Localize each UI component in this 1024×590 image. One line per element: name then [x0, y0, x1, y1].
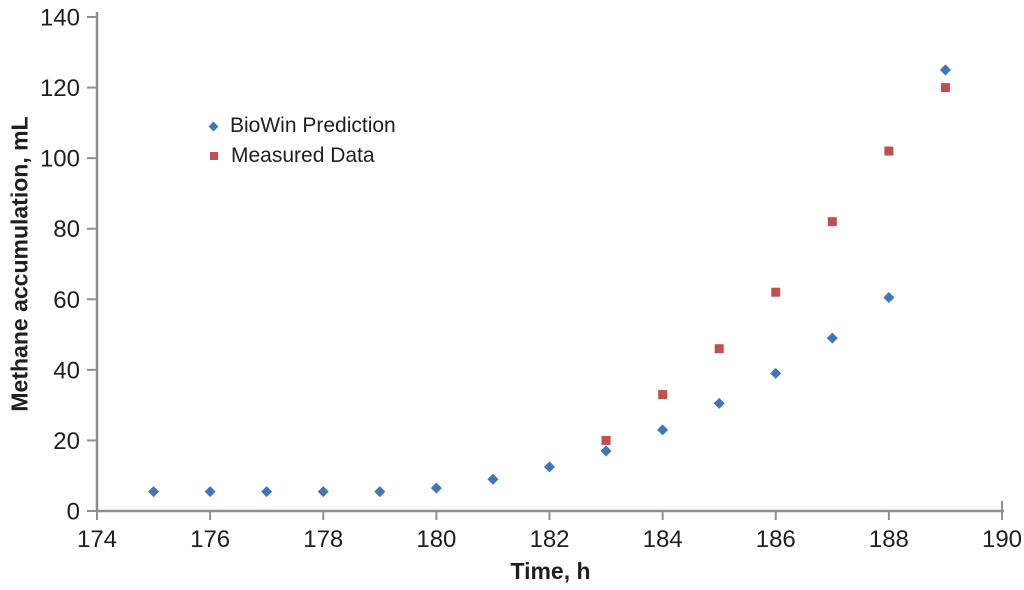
x-tick-label: 186	[756, 526, 796, 553]
data-point-biowin-prediction	[713, 397, 725, 409]
data-point-biowin-prediction	[374, 486, 386, 498]
data-point-biowin-prediction	[883, 292, 895, 304]
y-tick-label: 80	[53, 216, 80, 243]
x-tick-label: 184	[643, 526, 683, 553]
data-point-measured-data	[714, 344, 724, 354]
data-point-biowin-prediction	[430, 482, 442, 494]
y-tick-label: 120	[40, 75, 80, 102]
data-point-biowin-prediction	[770, 367, 782, 379]
x-tick-label: 176	[190, 526, 230, 553]
x-tick-label: 180	[416, 526, 456, 553]
y-tick-label: 60	[53, 287, 80, 314]
data-point-measured-data	[658, 390, 668, 400]
y-axis-title: Methane accumulation, mL	[6, 116, 33, 412]
legend: BioWin Prediction Measured Data	[208, 111, 396, 171]
x-tick-label: 190	[982, 526, 1022, 553]
legend-item-measured-data: Measured Data	[210, 141, 396, 171]
x-tick-label: 182	[529, 526, 569, 553]
data-point-biowin-prediction	[543, 461, 556, 473]
data-point-biowin-prediction	[657, 424, 669, 436]
data-point-measured-data	[601, 435, 611, 445]
data-point-biowin-prediction	[600, 445, 612, 457]
data-point-measured-data	[771, 287, 781, 297]
x-tick-label: 174	[77, 526, 117, 553]
data-point-biowin-prediction	[487, 473, 499, 485]
x-axis-title: Time, h	[510, 558, 591, 584]
y-tick-label: 40	[53, 357, 80, 384]
data-point-biowin-prediction	[826, 332, 838, 344]
x-tick-label: 188	[869, 526, 909, 553]
y-tick-label: 140	[40, 5, 80, 32]
data-point-measured-data	[884, 146, 894, 156]
data-point-biowin-prediction	[148, 486, 160, 498]
data-point-measured-data	[827, 217, 837, 227]
legend-item-biowin-prediction: BioWin Prediction	[208, 111, 396, 141]
data-point-biowin-prediction	[939, 64, 951, 76]
data-point-biowin-prediction	[204, 486, 216, 498]
red-square-marker-icon	[210, 152, 218, 160]
data-point-biowin-prediction	[317, 486, 329, 498]
data-point-measured-data	[940, 83, 950, 93]
y-tick-label: 0	[67, 499, 80, 526]
data-point-biowin-prediction	[261, 486, 273, 498]
y-tick-label: 20	[53, 428, 80, 455]
x-tick-label: 178	[303, 526, 343, 553]
blue-diamond-marker-icon	[208, 121, 219, 131]
y-tick-label: 100	[40, 146, 80, 173]
legend-label-biowin-prediction: BioWin Prediction	[230, 114, 396, 137]
legend-label-measured-data: Measured Data	[231, 144, 375, 167]
